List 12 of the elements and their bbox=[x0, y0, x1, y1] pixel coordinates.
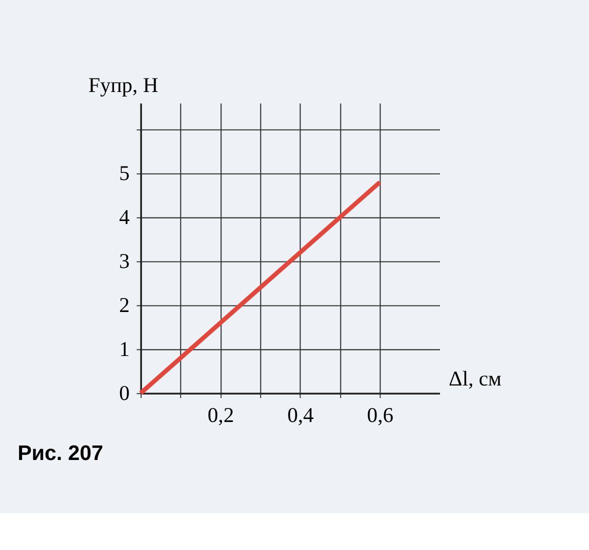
y-tick-label: 2 bbox=[119, 292, 130, 317]
y-tick-label: 1 bbox=[119, 336, 130, 361]
y-tick-label: 4 bbox=[119, 204, 130, 229]
y-tick-label: 5 bbox=[119, 161, 130, 186]
y-tick-label: 3 bbox=[119, 248, 130, 273]
text: Рис. 207 bbox=[18, 442, 104, 466]
x-tick-label: 0,2 bbox=[208, 402, 234, 427]
y-axis-title: Fупр, Н bbox=[88, 73, 158, 98]
y-tick-label: 0 bbox=[119, 380, 130, 405]
x-axis-title: Δl, см bbox=[448, 366, 502, 391]
x-tick-label: 0,6 bbox=[367, 402, 394, 427]
x-tick-label: 0,4 bbox=[287, 402, 314, 427]
